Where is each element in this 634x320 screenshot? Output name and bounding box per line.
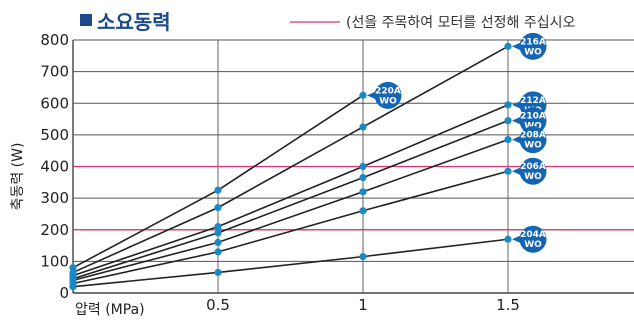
series-label-top: 216A [520, 37, 546, 47]
series-line [72, 119, 509, 280]
x-tick-label: 0.5 [206, 296, 230, 314]
series-label-top: 210A [520, 112, 546, 122]
header-note: (선을 주목하여 모터를 선정해 주십시오 [346, 15, 575, 31]
series-line [72, 238, 509, 288]
axis-labels: 0 100 200 300 400 500 600 700 800 0.5 1 1.5 압력 (MPa)… [10, 31, 520, 318]
y-tick-label: 300 [40, 189, 69, 207]
badge-pointer [512, 167, 521, 176]
series-line [72, 170, 509, 285]
data-point [359, 188, 367, 196]
badge-circle [519, 126, 547, 154]
badge-pointer [512, 116, 521, 125]
data-point [504, 117, 512, 125]
x-axis-title: 압력 (MPa) [75, 302, 145, 318]
series-label-top: 204A [520, 230, 546, 240]
badge-pointer [367, 91, 376, 100]
data-point [214, 222, 222, 231]
series-label-bottom: WO [524, 47, 542, 57]
series-label-top: 208A [520, 131, 546, 141]
series-labels: 220AWO216AWO212AWO210AWO208AWO206AWO204A… [367, 32, 547, 253]
chart-title: 소요동력 [97, 10, 171, 34]
y-tick-label: 100 [40, 252, 69, 270]
data-point [214, 238, 222, 246]
badge-circle [519, 225, 547, 253]
y-axis-title: 축동력 (W) [10, 143, 26, 211]
y-tick-label: 400 [40, 158, 69, 176]
data-point [214, 268, 222, 277]
data-point [504, 101, 512, 109]
y-tick-label: 0 [59, 284, 69, 302]
y-tick-label: 800 [40, 31, 69, 49]
data-point [504, 42, 512, 50]
badge-pointer [512, 100, 521, 109]
series-label-top: 212A [520, 96, 546, 106]
series-line [72, 104, 509, 277]
y-tick-label: 700 [40, 63, 69, 81]
series-label-top: 206A [520, 162, 546, 172]
badge-pointer [512, 135, 521, 144]
data-point [69, 283, 77, 291]
title-square-icon [80, 14, 92, 26]
data-point [504, 235, 512, 243]
data-point [214, 229, 222, 237]
y-tick-label: 600 [40, 94, 69, 112]
y-tick-label: 200 [40, 221, 69, 239]
x-tick-label: 1 [358, 296, 368, 314]
data-point [359, 123, 367, 131]
data-markers [69, 42, 512, 291]
data-point [359, 91, 367, 99]
badge-circle [519, 157, 547, 185]
x-tick-label: 1.5 [496, 296, 520, 314]
data-point [359, 162, 367, 171]
badge-circle [519, 32, 547, 60]
data-point [359, 173, 367, 182]
badge-pointer [512, 42, 521, 51]
data-point [214, 186, 222, 194]
series-label-bottom: WO [524, 172, 542, 182]
data-point [214, 248, 222, 256]
badge-pointer [512, 235, 521, 244]
badge-circle [519, 107, 547, 135]
series-label-bottom: WO [524, 141, 542, 151]
series-line [72, 138, 509, 282]
badge-circle [374, 81, 402, 109]
series-label-bottom: WO [379, 96, 397, 106]
data-point [504, 167, 512, 175]
y-tick-label: 500 [40, 126, 69, 144]
data-point [214, 204, 222, 212]
series-label-top: 220A [375, 86, 401, 96]
series-label-bottom: WO [524, 240, 542, 250]
chart-header: 소요동력 (선을 주목하여 모터를 선정해 주십시오 [80, 10, 575, 34]
series-line [72, 45, 509, 274]
data-point [504, 136, 512, 144]
data-point [359, 207, 367, 215]
data-point [359, 253, 367, 261]
